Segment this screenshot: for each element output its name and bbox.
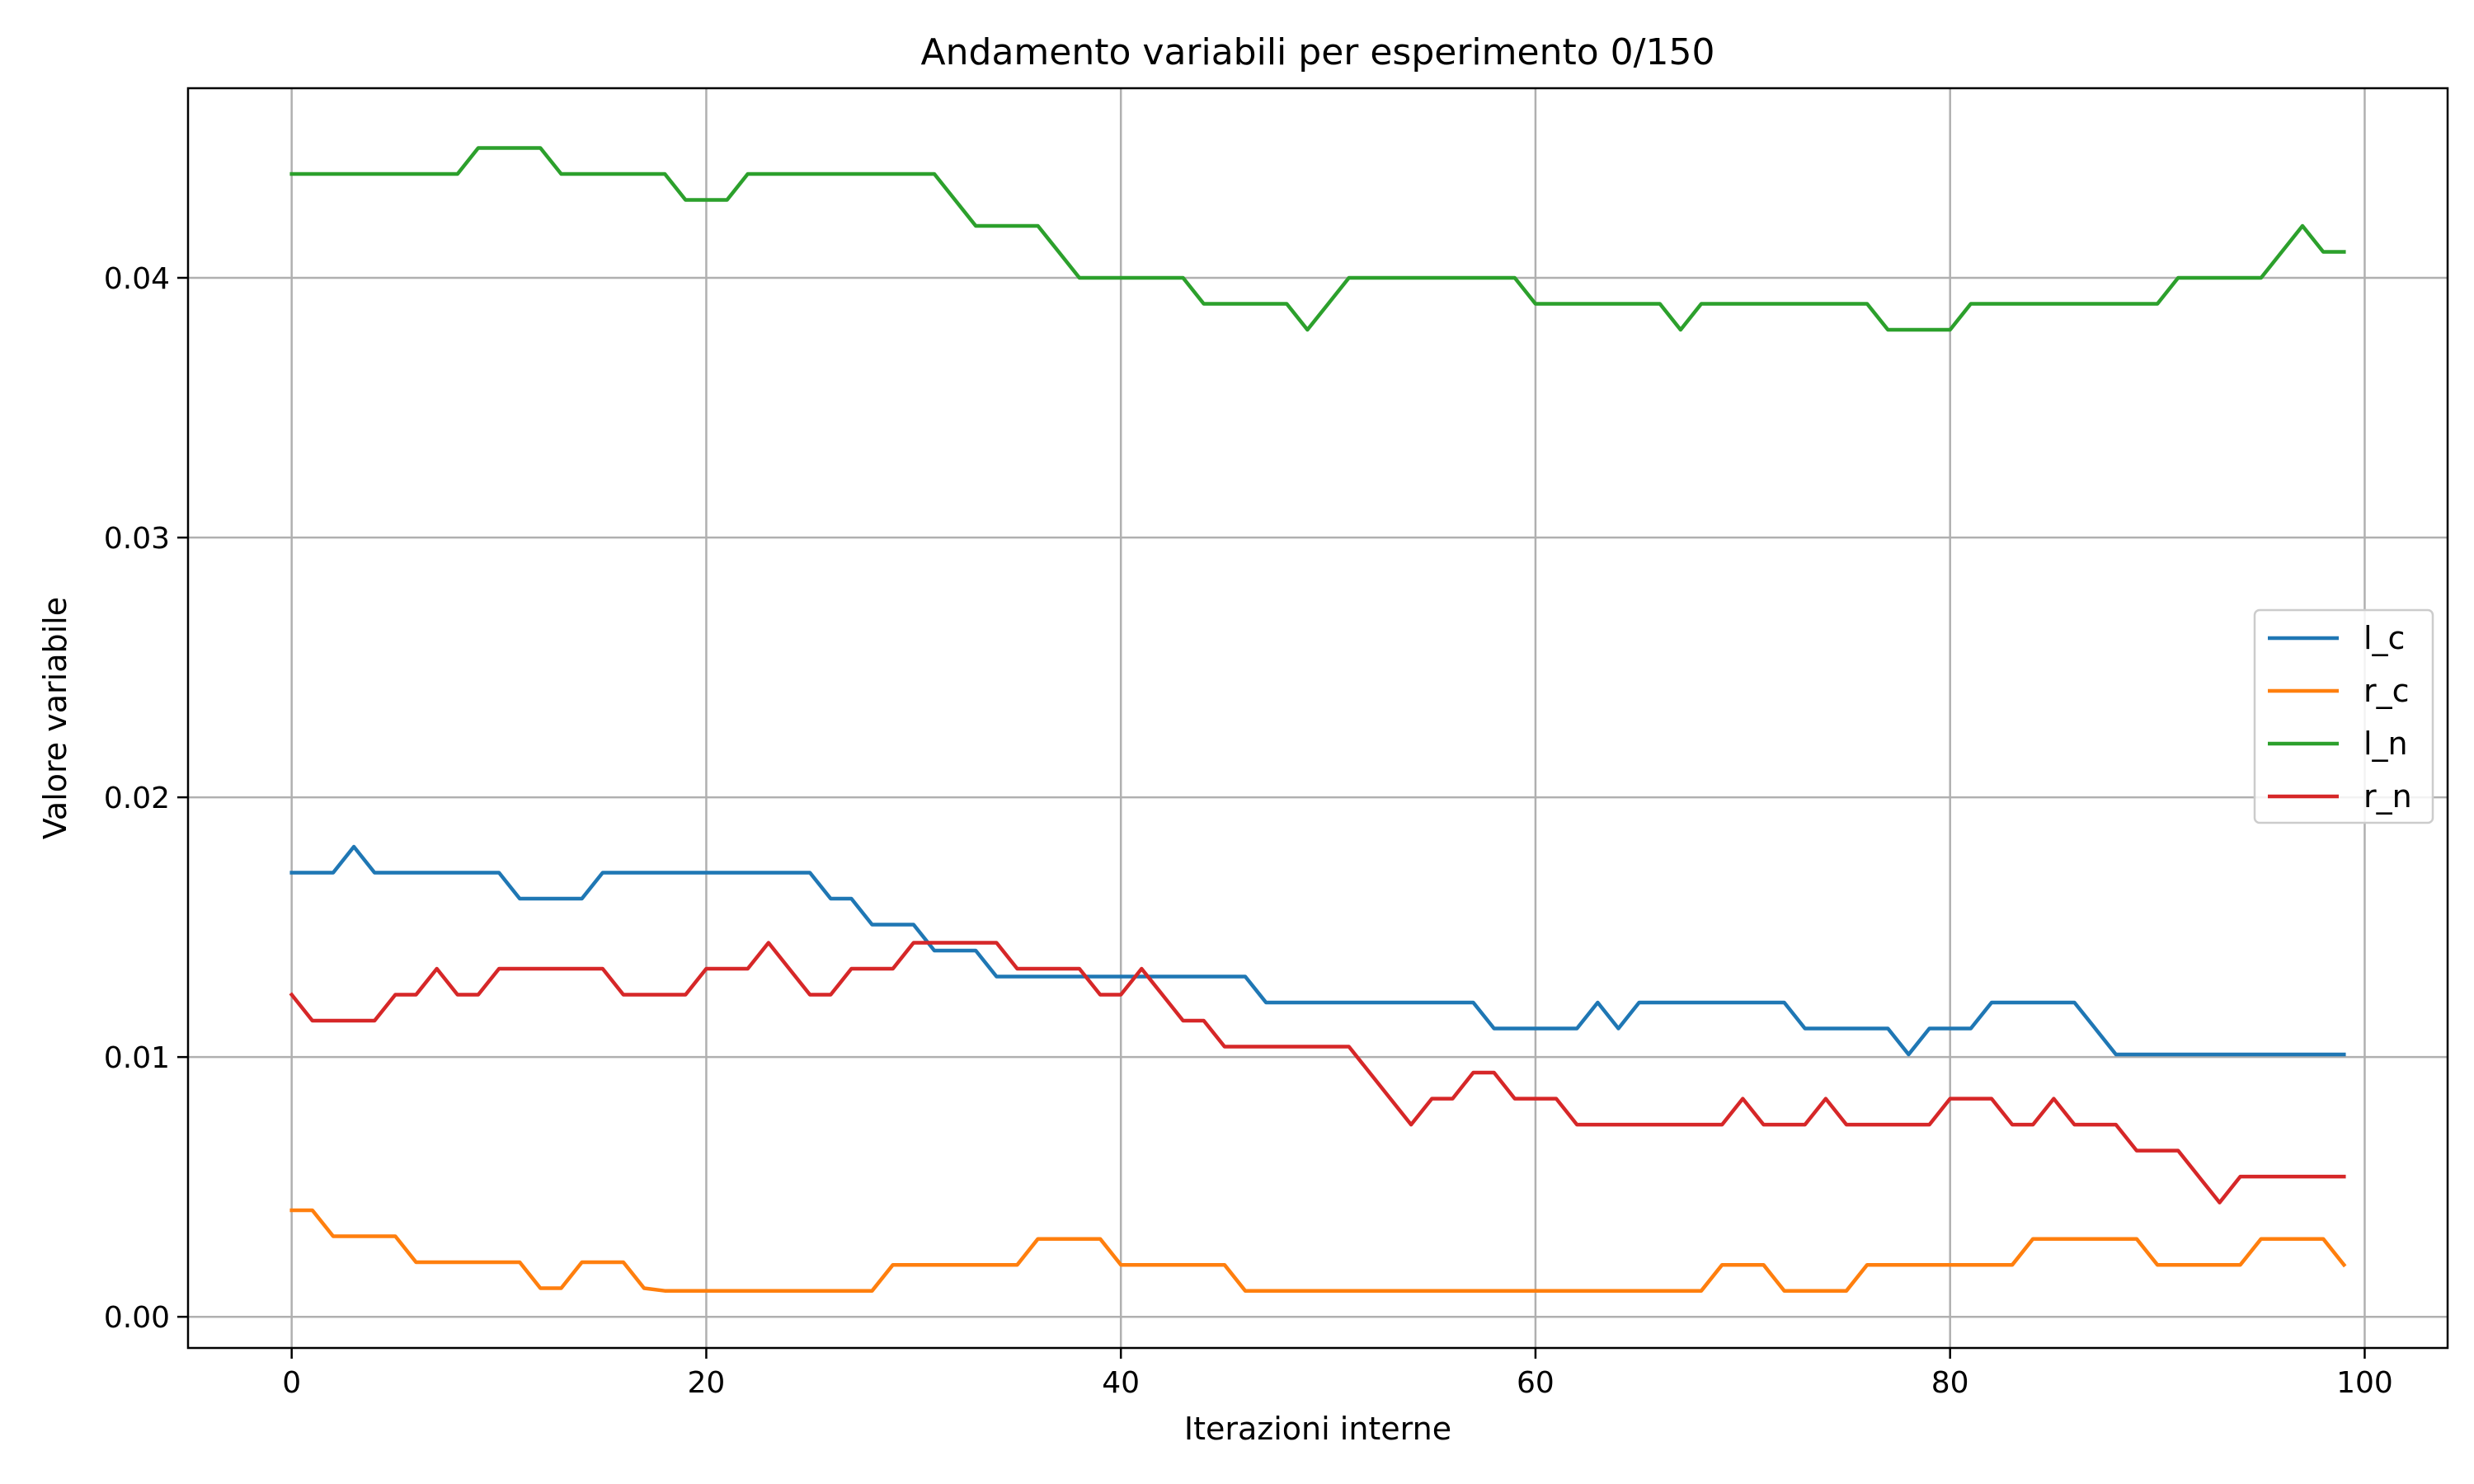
y-tick-label: 0.01 (104, 1041, 170, 1075)
y-tick-label: 0.03 (104, 522, 170, 556)
x-tick-label: 20 (688, 1366, 726, 1400)
plot-frame (186, 87, 2449, 1350)
chart-title: Andamento variabili per esperimento 0/15… (921, 31, 1715, 73)
legend-label: l_n (2363, 726, 2408, 762)
x-tick-label: 40 (1102, 1366, 1140, 1400)
series-line-r-c (289, 1208, 2347, 1293)
series-line-r-n (289, 941, 2346, 1205)
legend: l_c r_c l_n r_n (2253, 608, 2434, 824)
x-tick-label: 60 (1517, 1366, 1554, 1400)
axis-ticks: 0 20 40 60 80 100 0.00 0.01 0.02 0.03 0.04 (104, 262, 2393, 1400)
x-axis-label: Iterazioni interne (1184, 1411, 1451, 1447)
y-axis-label: Valore variabile (37, 597, 73, 839)
series-line-l-n (289, 146, 2346, 332)
x-tick-label: 100 (2336, 1366, 2393, 1400)
legend-box (2253, 608, 2434, 824)
y-tick-label: 0.04 (104, 262, 170, 296)
series-lines (289, 146, 2347, 1293)
x-tick-label: 80 (1931, 1366, 1969, 1400)
legend-label: r_c (2363, 673, 2410, 709)
legend-label: l_c (2363, 620, 2405, 656)
series-line-l-c (289, 844, 2346, 1057)
x-tick-label: 0 (282, 1366, 301, 1400)
y-tick-label: 0.02 (104, 782, 170, 815)
y-tick-label: 0.00 (104, 1301, 170, 1335)
legend-label: r_n (2363, 778, 2412, 815)
